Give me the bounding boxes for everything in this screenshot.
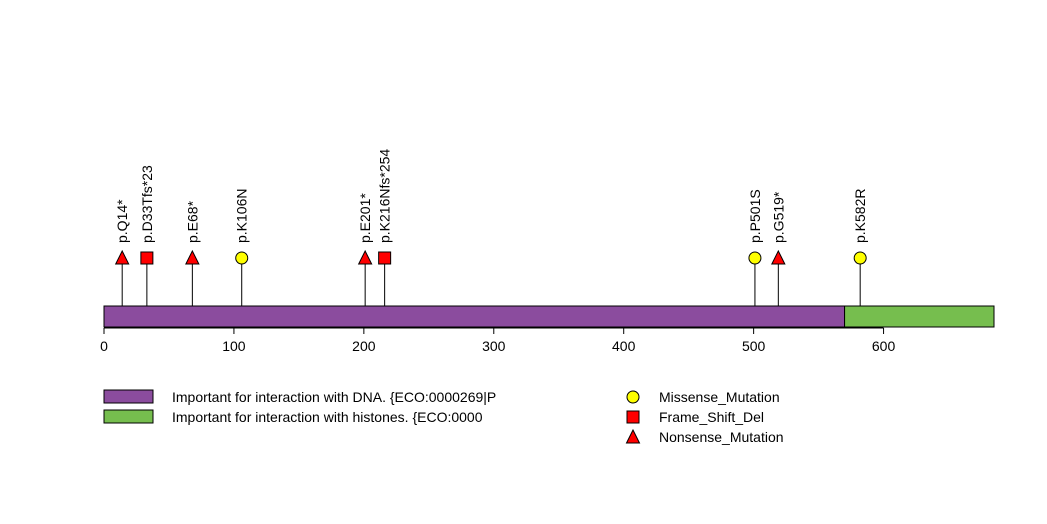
x-tick-label-600: 600 <box>872 338 896 354</box>
marker-p-g519 <box>771 249 786 265</box>
mutation-label-p-e201: p.E201* <box>357 193 373 243</box>
legend-label-nonsense-mutation: Nonsense_Mutation <box>659 429 784 445</box>
mutation-label-p-k582r: p.K582R <box>852 189 868 243</box>
domain-legend-swatch-2 <box>103 409 154 424</box>
stems-layer <box>121 258 861 306</box>
domain-legend-label-2: Important for interaction with histones.… <box>172 409 483 425</box>
x-tick-label-0: 0 <box>100 338 108 354</box>
mutation-label-p-p501s: p.P501S <box>747 189 763 243</box>
domain-bar-1 <box>103 305 846 328</box>
legend-nonsense-mutation-icon <box>625 428 641 444</box>
x-tick-label-300: 300 <box>482 338 506 354</box>
mutation-label-p-d33tfs-23: p.D33Tfs*23 <box>139 165 155 243</box>
mutation-label-p-g519: p.G519* <box>770 191 786 243</box>
markers-layer <box>114 249 867 265</box>
domain-legend-label-1: Important for interaction with DNA. {ECO… <box>172 389 496 405</box>
marker-p-d33tfs-23 <box>140 251 154 265</box>
marker-p-k582r <box>853 251 867 265</box>
marker-p-q14 <box>114 249 130 265</box>
x-tick-label-400: 400 <box>612 338 636 354</box>
x-tick-label-100: 100 <box>222 338 246 354</box>
mutation-label-p-q14: p.Q14* <box>114 199 130 243</box>
marker-p-e201 <box>357 249 373 265</box>
domain-legend-swatch-1 <box>103 389 154 404</box>
marker-p-p501s <box>748 251 762 265</box>
legend-label-frame-shift-del: Frame_Shift_Del <box>659 409 764 425</box>
domain-bar-2 <box>844 305 995 328</box>
x-tick-label-200: 200 <box>352 338 376 354</box>
legend-missense-mutation-icon <box>626 390 640 404</box>
marker-p-e68 <box>185 249 200 265</box>
mutation-label-p-k106n: p.K106N <box>234 189 250 243</box>
mutation-labels-layer: p.Q14* p.D33Tfs*23 p.E68* p.K106N p.E201* p.K… <box>114 149 868 243</box>
marker-p-k106n <box>235 251 249 265</box>
mutation-label-p-k216nfs-254: p.K216Nfs*254 <box>377 149 393 243</box>
domains-layer <box>103 305 995 328</box>
domain-legend: Important for interaction with DNA. {ECO… <box>103 389 496 425</box>
mutation-label-p-e68: p.E68* <box>184 200 200 243</box>
mutation-legend: Missense_Mutation Frame_Shift_Del Nonsense… <box>625 389 784 445</box>
legend-frame-shift-del-icon <box>626 410 640 424</box>
x-tick-label-500: 500 <box>742 338 766 354</box>
legend-label-missense-mutation: Missense_Mutation <box>659 389 780 405</box>
x-axis: 0 100 200 300 400 500 600 <box>100 327 896 354</box>
marker-p-k216nfs-254 <box>378 251 392 265</box>
